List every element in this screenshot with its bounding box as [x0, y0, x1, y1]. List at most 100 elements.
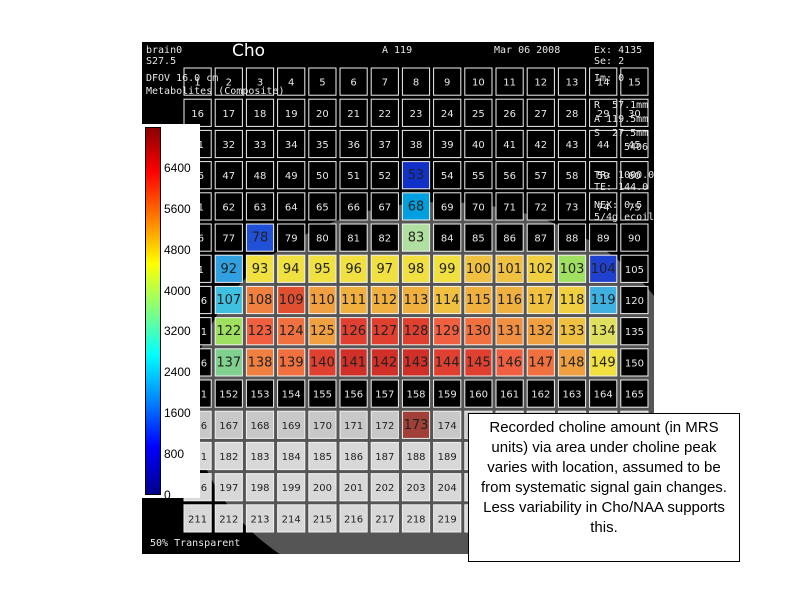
voxel-cell[interactable]	[401, 285, 431, 315]
voxel-cell[interactable]	[495, 67, 524, 96]
voxel-cell[interactable]	[277, 317, 306, 346]
voxel-cell[interactable]	[526, 348, 555, 377]
voxel-cell[interactable]	[214, 317, 243, 346]
voxel-cell[interactable]	[245, 223, 275, 252]
voxel-cell[interactable]	[589, 285, 618, 315]
voxel-cell[interactable]	[277, 379, 306, 408]
voxel-cell[interactable]	[245, 504, 275, 533]
voxel-cell[interactable]	[620, 67, 649, 96]
voxel-cell[interactable]	[433, 504, 462, 533]
voxel-cell[interactable]	[370, 98, 399, 127]
voxel-cell[interactable]	[370, 504, 399, 533]
voxel-cell[interactable]	[464, 98, 493, 127]
voxel-cell[interactable]	[370, 441, 399, 471]
voxel-cell[interactable]	[183, 98, 212, 127]
voxel-cell[interactable]	[339, 410, 368, 439]
voxel-cell[interactable]	[401, 348, 431, 377]
voxel-cell[interactable]	[495, 192, 524, 221]
voxel-cell[interactable]	[433, 473, 462, 502]
voxel-cell[interactable]	[308, 410, 337, 439]
voxel-cell[interactable]	[277, 192, 306, 221]
voxel-cell[interactable]	[339, 317, 368, 346]
voxel-cell[interactable]	[370, 223, 399, 252]
voxel-cell[interactable]	[401, 192, 431, 221]
voxel-cell[interactable]	[277, 223, 306, 252]
voxel-cell[interactable]	[308, 348, 337, 377]
voxel-cell[interactable]	[245, 98, 275, 127]
voxel-cell[interactable]	[339, 254, 368, 283]
voxel-cell[interactable]	[401, 379, 431, 408]
voxel-cell[interactable]	[245, 254, 275, 283]
voxel-cell[interactable]	[277, 410, 306, 439]
voxel-cell[interactable]	[526, 379, 555, 408]
voxel-cell[interactable]	[495, 161, 524, 190]
voxel-cell[interactable]	[464, 285, 493, 315]
voxel-cell[interactable]	[557, 348, 587, 377]
voxel-cell[interactable]	[464, 317, 493, 346]
voxel-cell[interactable]	[308, 129, 337, 159]
voxel-cell[interactable]	[339, 161, 368, 190]
voxel-cell[interactable]	[401, 98, 431, 127]
voxel-cell[interactable]	[308, 67, 337, 96]
voxel-cell[interactable]	[557, 98, 587, 127]
voxel-cell[interactable]	[620, 129, 649, 159]
voxel-cell[interactable]	[245, 348, 275, 377]
voxel-cell[interactable]	[277, 98, 306, 127]
voxel-cell[interactable]	[214, 348, 243, 377]
voxel-cell[interactable]	[433, 67, 462, 96]
voxel-cell[interactable]	[277, 285, 306, 315]
voxel-cell[interactable]	[183, 67, 212, 96]
voxel-cell[interactable]	[557, 223, 587, 252]
voxel-cell[interactable]	[557, 161, 587, 190]
voxel-cell[interactable]	[370, 161, 399, 190]
voxel-cell[interactable]	[214, 254, 243, 283]
voxel-cell[interactable]	[526, 192, 555, 221]
voxel-cell[interactable]	[433, 192, 462, 221]
voxel-cell[interactable]	[401, 161, 431, 190]
voxel-cell[interactable]	[464, 192, 493, 221]
voxel-cell[interactable]	[464, 161, 493, 190]
voxel-cell[interactable]	[401, 223, 431, 252]
voxel-cell[interactable]	[370, 379, 399, 408]
voxel-cell[interactable]	[308, 379, 337, 408]
voxel-cell[interactable]	[620, 285, 649, 315]
voxel-cell[interactable]	[464, 223, 493, 252]
voxel-cell[interactable]	[464, 254, 493, 283]
voxel-cell[interactable]	[370, 285, 399, 315]
voxel-cell[interactable]	[308, 161, 337, 190]
voxel-cell[interactable]	[214, 441, 243, 471]
voxel-cell[interactable]	[589, 129, 618, 159]
voxel-cell[interactable]	[557, 317, 587, 346]
voxel-cell[interactable]	[464, 348, 493, 377]
voxel-cell[interactable]	[433, 98, 462, 127]
voxel-cell[interactable]	[620, 192, 649, 221]
voxel-cell[interactable]	[277, 504, 306, 533]
voxel-cell[interactable]	[620, 317, 649, 346]
voxel-cell[interactable]	[214, 129, 243, 159]
voxel-cell[interactable]	[339, 129, 368, 159]
voxel-cell[interactable]	[557, 192, 587, 221]
voxel-cell[interactable]	[620, 98, 649, 127]
voxel-cell[interactable]	[308, 473, 337, 502]
voxel-cell[interactable]	[557, 67, 587, 96]
voxel-cell[interactable]	[526, 285, 555, 315]
voxel-cell[interactable]	[526, 223, 555, 252]
voxel-cell[interactable]	[370, 348, 399, 377]
voxel-cell[interactable]	[557, 285, 587, 315]
voxel-cell[interactable]	[464, 129, 493, 159]
voxel-cell[interactable]	[277, 254, 306, 283]
voxel-cell[interactable]	[370, 317, 399, 346]
voxel-cell[interactable]	[526, 129, 555, 159]
voxel-cell[interactable]	[339, 504, 368, 533]
voxel-cell[interactable]	[214, 379, 243, 408]
voxel-cell[interactable]	[589, 67, 618, 96]
voxel-cell[interactable]	[277, 473, 306, 502]
voxel-cell[interactable]	[370, 129, 399, 159]
voxel-cell[interactable]	[308, 504, 337, 533]
voxel-cell[interactable]	[401, 254, 431, 283]
voxel-cell[interactable]	[277, 129, 306, 159]
voxel-cell[interactable]	[433, 317, 462, 346]
voxel-cell[interactable]	[495, 317, 524, 346]
voxel-cell[interactable]	[433, 410, 462, 439]
voxel-cell[interactable]	[526, 67, 555, 96]
